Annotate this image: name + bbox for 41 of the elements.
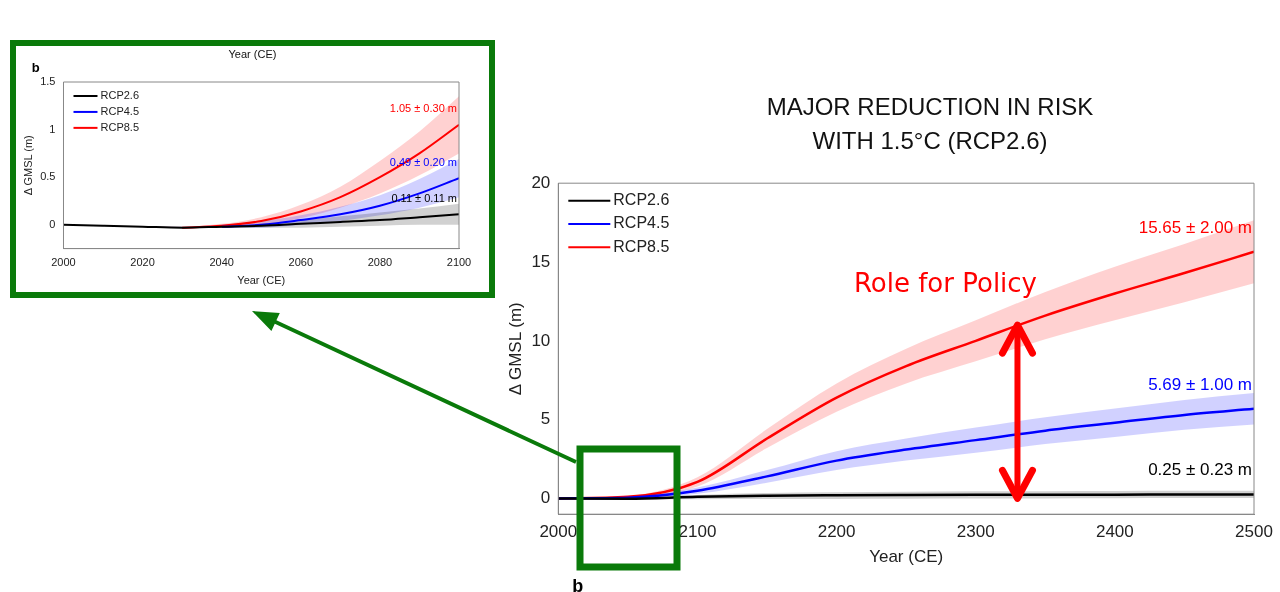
annotation: 0.25 ± 0.23 m (1148, 460, 1252, 480)
x-tick-label: 2020 (130, 256, 155, 269)
legend-label: RCP8.5 (613, 237, 670, 255)
x-tick-label: 2060 (288, 256, 314, 269)
y-tick-label: 1.5 (40, 75, 56, 88)
y-tick-label: 5 (540, 409, 551, 429)
legend-label: RCP4.5 (613, 214, 670, 232)
y-tick-label: 15 (531, 251, 551, 271)
y-tick-label: 10 (531, 330, 551, 350)
chart-title: MAJOR REDUCTION IN RISK WITH 1.5°C (RCP2.6) (765, 92, 1095, 156)
annotation: Role for Policy (853, 267, 1038, 298)
annotation: 1.05 ± 0.30 m (389, 102, 457, 115)
y-axis-title: Δ GMSL (m) (21, 135, 34, 196)
x-tick-label: 2040 (209, 256, 234, 269)
legend-label: RCP4.5 (100, 104, 140, 117)
x-axis-title: Year (CE) (869, 547, 944, 567)
y-tick-label: 20 (531, 172, 551, 192)
chart-title: Year (CE) (227, 48, 278, 60)
x-tick-label: 2500 (1235, 522, 1273, 542)
y-tick-label: 0 (49, 217, 56, 230)
y-tick-label: 1 (49, 122, 56, 135)
y-tick-label: 0 (540, 488, 551, 508)
text: b (31, 60, 40, 76)
x-tick-label: 2200 (817, 522, 856, 542)
y-tick-label: 0.5 (40, 170, 56, 183)
x-tick-label: 2080 (367, 256, 393, 269)
legend-label: RCP2.6 (100, 89, 140, 102)
annotation: 15.65 ± 2.00 m (1138, 217, 1252, 237)
x-axis-title: Year (CE) (237, 274, 286, 287)
annotation: 5.69 ± 1.00 m (1148, 374, 1252, 394)
x-tick-label: 2100 (446, 256, 472, 269)
x-tick-label: 2100 (678, 522, 717, 542)
x-tick-label: 2000 (51, 256, 76, 269)
line-series (63, 213, 459, 229)
x-tick-label: 2400 (1095, 522, 1134, 542)
x-tick-label: 2300 (956, 522, 995, 542)
text: b (572, 575, 584, 592)
legend-label: RCP2.6 (613, 191, 670, 209)
y-axis-title: Δ GMSL (m) (505, 302, 525, 396)
x-tick-label: 2000 (539, 522, 578, 542)
legend-label: RCP8.5 (100, 120, 140, 133)
